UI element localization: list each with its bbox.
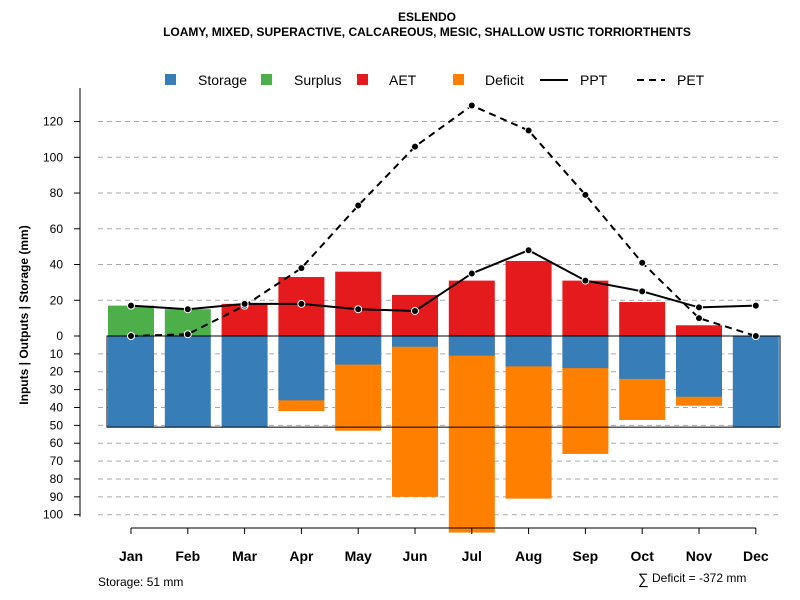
y-tick-label: 60	[50, 222, 64, 236]
legend-label-storage: Storage	[198, 72, 247, 88]
point-ppt	[638, 287, 647, 296]
bars	[106, 260, 781, 533]
sigma-icon: ∑	[638, 571, 649, 588]
y-tick-label: 120	[43, 115, 63, 129]
x-tick-label: Dec	[743, 548, 769, 564]
y-tick-label: 20	[50, 293, 64, 307]
legend-swatch-deficit	[453, 74, 464, 85]
series-lines	[127, 101, 760, 340]
x-tick-label: Jun	[403, 548, 428, 564]
legend-swatch-surplus	[261, 74, 272, 85]
x-tick-label: Nov	[686, 548, 713, 564]
point-ppt	[240, 299, 249, 308]
bar-storage	[505, 336, 552, 367]
point-ppt	[524, 246, 533, 255]
point-ppt	[297, 299, 306, 308]
bar-storage	[676, 336, 722, 397]
x-tick-label: Jul	[462, 548, 482, 564]
point-pet	[581, 190, 590, 199]
y-tick-label: 100	[43, 150, 63, 164]
bar-storage	[619, 336, 666, 379]
chart-subtitle: LOAMY, MIXED, SUPERACTIVE, CALCAREOUS, M…	[163, 25, 691, 39]
x-tick-label: Jan	[119, 548, 143, 564]
legend-swatch-aet	[357, 74, 368, 85]
x-tick-label: Sep	[573, 548, 599, 564]
legend: Storage Surplus AET Deficit PPT PET	[165, 72, 705, 88]
footer-deficit: Deficit = -372 mm	[652, 571, 746, 585]
point-pet	[467, 101, 476, 110]
bar-storage	[335, 336, 382, 365]
chart-title: ESLENDO	[398, 10, 456, 24]
bar-aet	[619, 302, 666, 336]
y-tick-label: 50	[50, 418, 64, 432]
x-tick-label: Oct	[631, 548, 655, 564]
bar-storage	[732, 336, 779, 428]
bar-storage	[278, 336, 325, 401]
x-tick-label: Apr	[289, 548, 314, 564]
bar-storage	[392, 336, 438, 347]
x-tick-label: Aug	[515, 548, 542, 564]
axes: 120 100 80 60 40 20 0 10 20 30 40 50 60 70 80 90 100 Jan F…	[43, 88, 769, 564]
y-tick-label: 80	[50, 472, 64, 486]
bar-deficit	[392, 336, 438, 497]
bar-aet	[448, 280, 495, 336]
point-pet	[524, 126, 533, 135]
line-ppt	[130, 249, 756, 312]
bar-aet	[562, 280, 609, 336]
grid-lines	[98, 121, 780, 516]
bar-storage	[448, 336, 495, 356]
point-ppt	[751, 301, 760, 310]
x-tick-label: Feb	[175, 548, 200, 564]
bar-storage	[164, 336, 211, 428]
point-ppt	[411, 306, 419, 315]
legend-swatch-storage	[165, 74, 176, 85]
point-ppt	[127, 301, 135, 310]
bar-storage	[562, 336, 609, 369]
point-pet	[751, 332, 760, 340]
legend-label-aet: AET	[389, 72, 417, 88]
footer-storage: Storage: 51 mm	[98, 575, 183, 589]
point-pet	[638, 258, 647, 267]
legend-label-ppt: PPT	[580, 72, 608, 88]
y-tick-label: 80	[50, 186, 64, 200]
point-pet	[695, 314, 703, 323]
y-tick-label: 0	[56, 329, 63, 343]
bar-deficit	[448, 336, 495, 533]
x-tick-label: May	[345, 548, 372, 564]
point-pet	[183, 330, 192, 339]
bar-storage	[108, 336, 154, 428]
y-tick-label: 40	[50, 400, 64, 414]
y-tick-label: 30	[50, 383, 64, 397]
point-ppt	[467, 269, 476, 278]
point-ppt	[183, 305, 192, 314]
y-tick-label: 100	[43, 508, 63, 522]
bar-aet	[335, 271, 382, 336]
legend-label-deficit: Deficit	[485, 72, 524, 88]
y-tick-label: 90	[50, 490, 64, 504]
y-tick-label: 70	[50, 454, 64, 468]
y-tick-label: 20	[50, 365, 64, 379]
y-tick-label: 40	[50, 258, 64, 272]
bar-surplus	[108, 305, 154, 336]
legend-label-surplus: Surplus	[294, 72, 341, 88]
point-pet	[411, 142, 419, 151]
bar-aet	[676, 325, 722, 336]
point-pet	[354, 201, 363, 210]
point-ppt	[354, 305, 363, 314]
legend-label-pet: PET	[677, 72, 705, 88]
bar-aet	[505, 260, 552, 336]
point-pet	[297, 264, 306, 273]
y-tick-label: 60	[50, 436, 64, 450]
y-tick-label: 10	[50, 347, 64, 361]
x-tick-label: Mar	[232, 548, 257, 564]
point-pet	[127, 332, 135, 340]
line-pet	[130, 104, 757, 337]
point-ppt	[581, 276, 590, 285]
point-ppt	[695, 303, 703, 312]
bar-storage	[221, 336, 268, 428]
y-axis-label: Inputs | Outputs | Storage (mm)	[17, 225, 31, 404]
